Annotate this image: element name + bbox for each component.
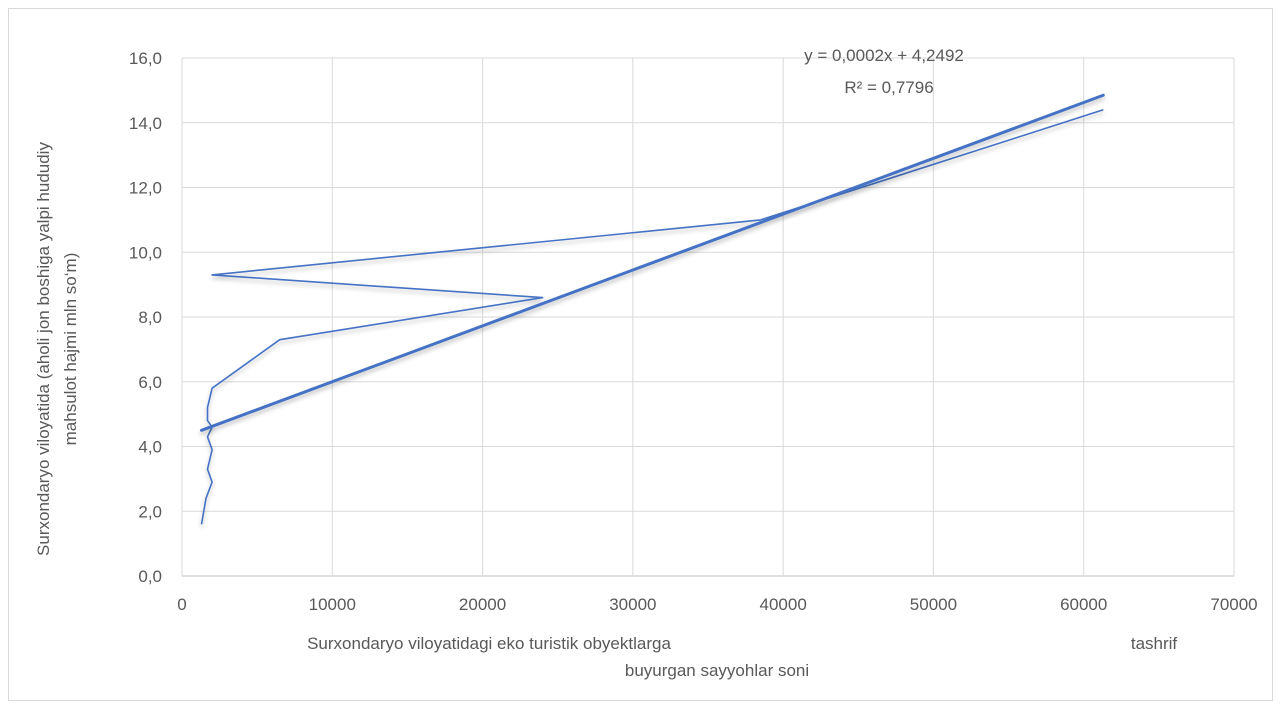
y-tick-label: 4,0 — [138, 438, 162, 457]
y-axis-title: Surxondaryo viloyatida (aholi jon boshig… — [34, 142, 80, 556]
x-tick-label: 70000 — [1210, 595, 1257, 614]
chart-svg: 0 10000 20000 30000 40000 50000 60000 70000 0,0… — [34, 46, 1258, 680]
x-tick-label: 0 — [177, 595, 186, 614]
y-tick-label: 2,0 — [138, 502, 162, 521]
x-axis-title-line-3: buyurgan sayyohlar soni — [625, 661, 809, 680]
y-axis-title-line-1: Surxondaryo viloyatida (aholi jon boshig… — [34, 142, 53, 556]
series-line — [200, 109, 1104, 525]
x-tick-label: 40000 — [760, 595, 807, 614]
trendline — [200, 93, 1105, 432]
y-tick-label: 6,0 — [138, 373, 162, 392]
y-tick-label: 16,0 — [129, 49, 162, 68]
x-tick-label: 20000 — [459, 595, 506, 614]
y-tick-label: 10,0 — [129, 243, 162, 262]
y-tick-label: 12,0 — [129, 179, 162, 198]
x-axis-title-line-1: Surxondaryo viloyatidagi eko turistik ob… — [307, 634, 671, 653]
y-tick-label: 8,0 — [138, 308, 162, 327]
x-axis-title-line-2: tashrif — [1131, 634, 1178, 653]
trendline-r-squared: R² = 0,7796 — [844, 78, 933, 97]
trendline-group — [200, 93, 1105, 432]
chart-area: 0 10000 20000 30000 40000 50000 60000 70000 0,0… — [8, 8, 1273, 701]
grid-lines — [181, 57, 1235, 577]
x-tick-labels: 0 10000 20000 30000 40000 50000 60000 70000 — [177, 595, 1257, 614]
x-tick-label: 30000 — [609, 595, 656, 614]
y-tick-label: 0,0 — [138, 567, 162, 586]
trendline-equation: y = 0,0002x + 4,2492 — [804, 46, 964, 65]
y-tick-label: 14,0 — [129, 114, 162, 133]
x-tick-label: 60000 — [1060, 595, 1107, 614]
y-axis-title-line-2: mahsulot hajmi mln so‘m) — [61, 253, 80, 446]
y-tick-labels: 0,0 2,0 4,0 6,0 8,0 10,0 12,0 14,0 16,0 — [129, 49, 162, 586]
x-tick-label: 10000 — [309, 595, 356, 614]
x-tick-label: 50000 — [910, 595, 957, 614]
